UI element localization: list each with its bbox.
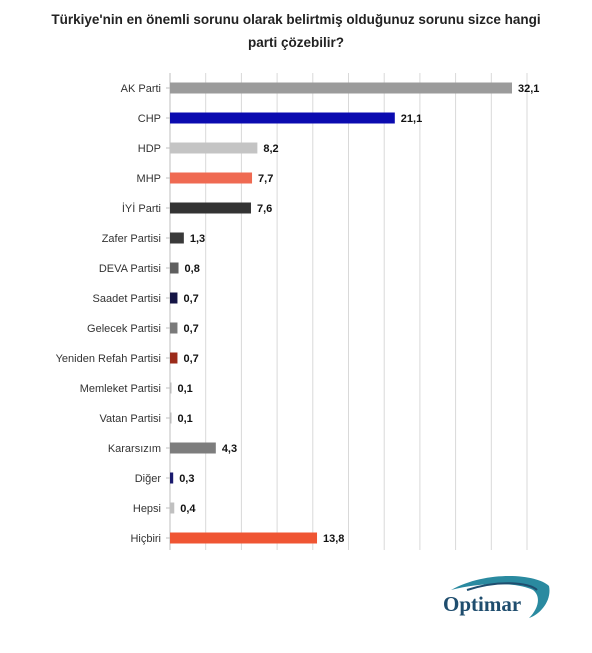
value-label: 0,7 (183, 323, 198, 335)
value-label: 21,1 (401, 113, 422, 125)
logo-swoosh-icon (451, 576, 550, 618)
value-label: 4,3 (222, 443, 237, 455)
category-label: Memleket Partisi (80, 383, 161, 395)
logo-text: Optimar (443, 592, 522, 616)
value-label: 32,1 (518, 83, 539, 95)
category-label: CHP (138, 113, 161, 125)
category-label: Gelecek Partisi (87, 323, 161, 335)
bar (170, 532, 318, 544)
bar (170, 292, 178, 304)
bar (170, 382, 172, 394)
bar (170, 112, 395, 124)
value-label: 8,2 (263, 143, 278, 155)
bar (170, 322, 178, 334)
value-label: 0,7 (183, 293, 198, 305)
bar (170, 352, 178, 364)
category-label: Saadet Partisi (93, 293, 161, 305)
category-label: Zafer Partisi (102, 233, 161, 245)
bar (170, 82, 512, 94)
bar (170, 232, 184, 244)
value-label: 7,7 (258, 173, 273, 185)
chart-title: Türkiye'nin en önemli sorunu olarak beli… (0, 8, 592, 54)
category-label: Hiçbiri (130, 533, 161, 545)
value-label: 7,6 (257, 203, 272, 215)
category-label: Diğer (135, 473, 162, 485)
category-label: İYİ Parti (122, 202, 161, 215)
value-label: 0,4 (180, 503, 196, 515)
title-line-2: parti çözebilir? (247, 35, 345, 50)
category-label: Yeniden Refah Partisi (56, 353, 161, 365)
category-label: Vatan Partisi (99, 413, 161, 425)
optimar-logo: Optimar (437, 574, 557, 624)
category-label: AK Parti (121, 83, 161, 95)
category-label: DEVA Partisi (99, 263, 161, 275)
bar (170, 142, 258, 154)
value-label: 0,1 (178, 383, 193, 395)
value-label: 0,8 (185, 263, 200, 275)
value-label: 1,3 (190, 233, 205, 245)
bar (170, 262, 179, 274)
title-line-1: Türkiye'nin en önemli sorunu olarak beli… (51, 12, 541, 27)
category-label: Hepsi (133, 503, 161, 515)
bar (170, 202, 251, 214)
value-label: 0,3 (179, 473, 194, 485)
category-label: HDP (138, 143, 161, 155)
bar (170, 502, 175, 514)
bar (170, 442, 216, 454)
bar (170, 412, 172, 424)
value-label: 0,1 (178, 413, 193, 425)
bar (170, 172, 253, 184)
category-label: Kararsızım (108, 443, 161, 455)
value-label: 0,7 (183, 353, 198, 365)
bar (170, 472, 174, 484)
value-label: 13,8 (323, 533, 344, 545)
category-label: MHP (137, 173, 161, 185)
